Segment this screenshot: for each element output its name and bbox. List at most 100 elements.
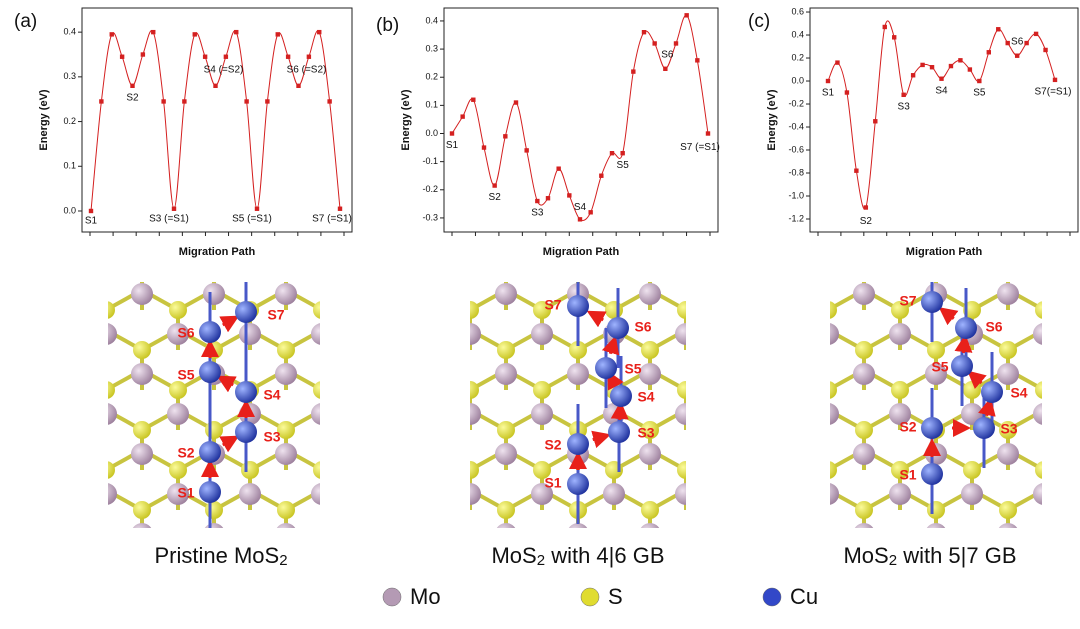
bond — [722, 250, 758, 270]
bond — [214, 570, 250, 590]
mo-atom — [1069, 523, 1080, 545]
mo-atom — [781, 363, 803, 385]
mo-atom — [383, 403, 405, 425]
legend-label: Cu — [790, 584, 818, 609]
s-atom — [999, 341, 1017, 359]
mo-atom — [459, 243, 481, 265]
s-atom — [713, 501, 731, 519]
y-tick-label: 0.1 — [425, 100, 438, 110]
mo-atom — [709, 283, 731, 305]
s-atom — [133, 581, 151, 599]
bond — [1044, 490, 1080, 510]
point — [854, 168, 859, 173]
s-atom — [711, 341, 729, 359]
s-atom — [61, 501, 79, 519]
point — [920, 62, 925, 68]
bond — [394, 330, 430, 350]
bond — [286, 570, 322, 590]
bond — [722, 450, 758, 470]
s-atom — [457, 541, 475, 559]
mo-atom — [347, 283, 369, 305]
s-atom — [205, 581, 223, 599]
s-atom — [61, 581, 79, 599]
s-atom — [421, 421, 439, 439]
point — [695, 58, 700, 63]
bond — [792, 370, 828, 390]
y-tick-label: 0.2 — [791, 52, 804, 62]
point — [939, 76, 944, 81]
bond — [686, 570, 722, 590]
bond — [430, 370, 466, 390]
s-atom — [425, 341, 443, 359]
point — [663, 66, 668, 71]
mo-atom — [709, 443, 731, 465]
s-atom — [963, 461, 981, 479]
mo-atom — [640, 523, 660, 528]
mo-atom — [639, 443, 661, 465]
bond — [358, 490, 394, 510]
point — [503, 134, 508, 139]
path-arrow — [591, 430, 611, 449]
bond — [466, 570, 502, 590]
state-label: S6 — [1011, 36, 1024, 47]
s-atom — [25, 461, 43, 479]
mo-atom — [167, 403, 189, 425]
bond — [0, 490, 34, 510]
point — [327, 99, 332, 104]
s-atom — [711, 581, 729, 599]
s-atom — [999, 501, 1017, 519]
bond — [430, 290, 466, 310]
s-atom — [747, 541, 765, 559]
point — [567, 193, 572, 198]
s-atom — [1071, 261, 1080, 279]
s-atom — [565, 581, 583, 599]
path-arrow — [610, 401, 629, 421]
panel-label: (b) — [376, 15, 399, 36]
path-arrow — [938, 307, 959, 326]
mo-atom — [387, 243, 409, 265]
cu-atom — [951, 355, 973, 377]
site-label: S4 — [637, 389, 654, 405]
bond — [756, 330, 792, 350]
mo-atom — [673, 563, 695, 585]
bond — [686, 530, 722, 550]
bond — [470, 570, 506, 590]
mo-atom — [889, 403, 911, 425]
mo-atom — [351, 283, 373, 305]
y-axis-label: Energy (eV) — [766, 89, 778, 150]
s-atom — [470, 381, 479, 399]
s-atom — [749, 541, 767, 559]
point — [910, 73, 916, 78]
point — [882, 24, 887, 30]
bond — [70, 370, 106, 390]
point — [835, 60, 840, 65]
bond — [70, 490, 106, 510]
cu-atom — [955, 317, 977, 339]
mo-atom — [1033, 563, 1055, 585]
bond — [358, 290, 394, 310]
bond — [34, 490, 70, 510]
bond — [685, 467, 686, 470]
s-atom — [353, 261, 371, 279]
s-atom — [565, 261, 583, 279]
cu-atom — [973, 417, 995, 439]
mo-atom — [997, 283, 1019, 305]
state-label: S2 — [860, 216, 873, 227]
mo-atom — [998, 523, 1018, 528]
s-atom — [929, 581, 947, 599]
bond — [792, 450, 828, 470]
mo-atom — [830, 483, 839, 505]
mo-atom — [347, 363, 369, 385]
bond — [34, 290, 70, 310]
plot-frame — [81, 7, 353, 233]
point — [825, 78, 831, 84]
bond — [864, 250, 900, 270]
s-atom — [385, 541, 403, 559]
mo-atom — [745, 403, 767, 425]
bond — [290, 530, 326, 550]
point — [977, 78, 982, 84]
bond — [720, 330, 756, 350]
path-arrow — [586, 310, 607, 328]
state-label: S1 — [446, 140, 459, 151]
bond — [684, 250, 720, 270]
